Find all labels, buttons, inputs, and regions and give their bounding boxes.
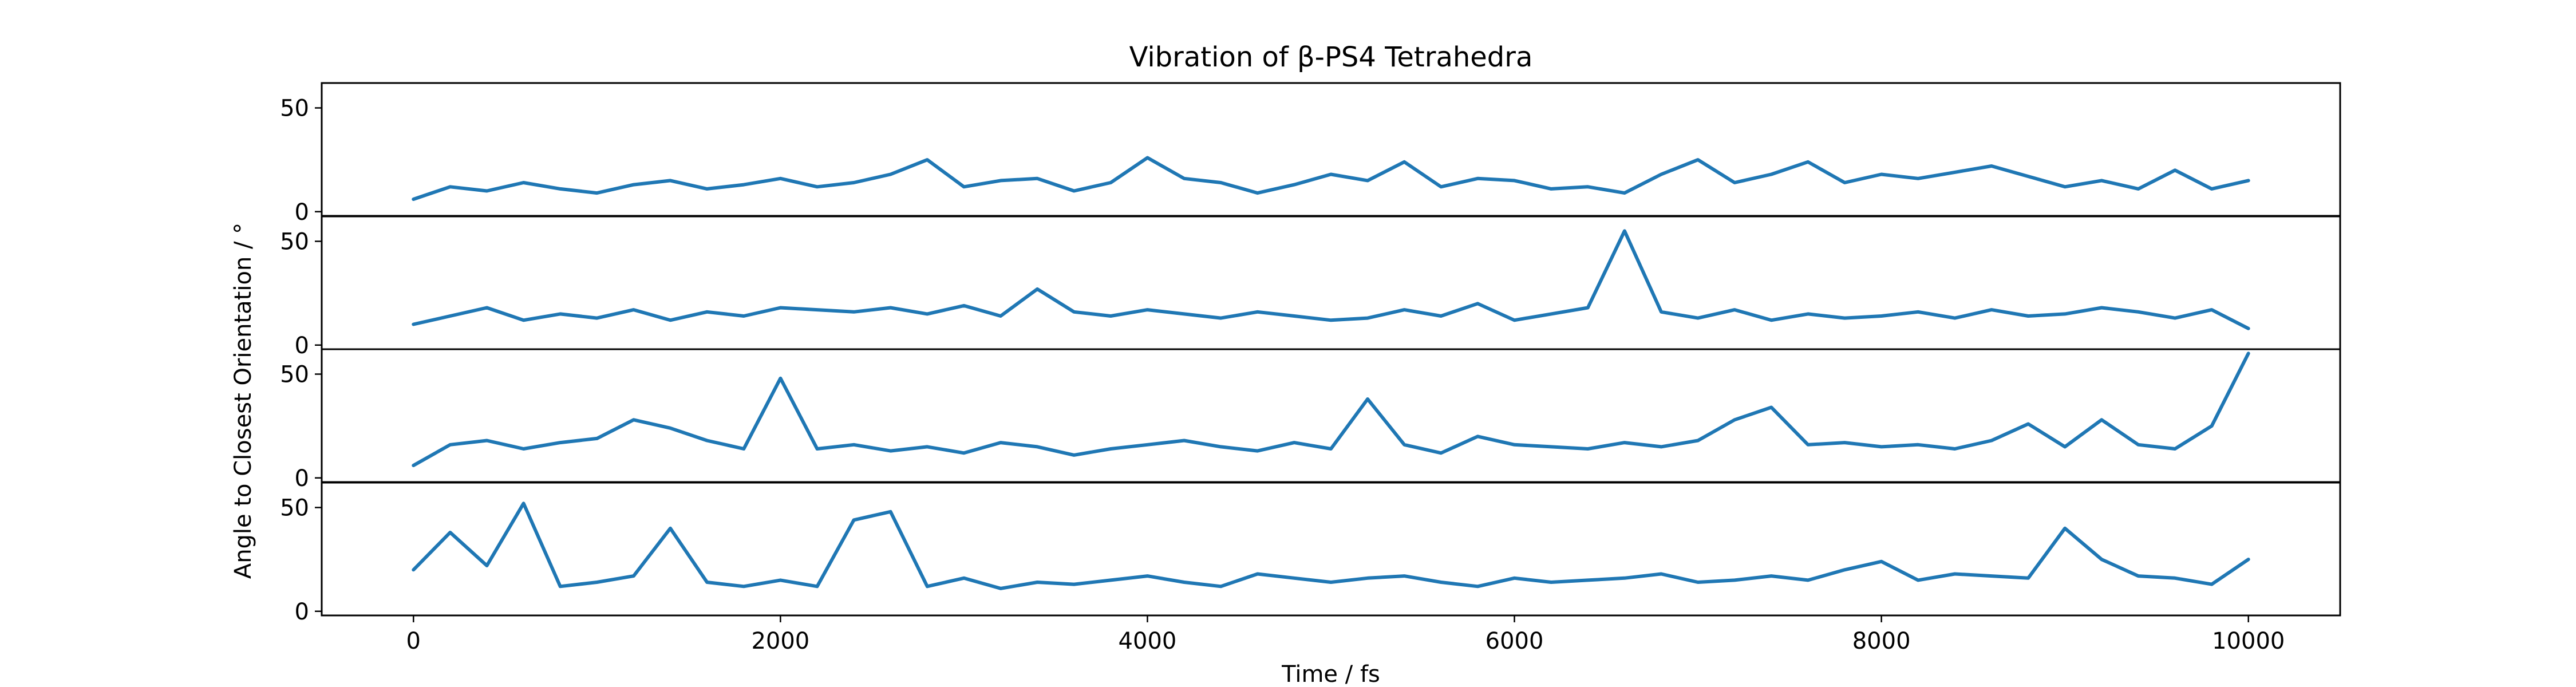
y-tick-label: 50 — [280, 229, 309, 255]
x-tick-label: 2000 — [751, 628, 809, 654]
subplot-2: 0 50 — [280, 215, 2341, 359]
chart-title: Vibration of β-PS4 Tetrahedra — [1129, 41, 1533, 73]
y-tick-label: 0 — [295, 465, 309, 492]
y-tick-label: 50 — [280, 495, 309, 522]
x-tick-label: 10000 — [2212, 628, 2285, 654]
y-tick-label: 0 — [295, 199, 309, 226]
y-tick-label: 50 — [280, 362, 309, 388]
subplots: 0 50 0 50 0 50 0 50 — [280, 82, 2341, 625]
series-line-4 — [412, 502, 2250, 590]
subplot-frame — [321, 82, 2341, 217]
x-tick-label: 8000 — [1852, 628, 1911, 654]
x-tick-label: 0 — [406, 628, 421, 654]
subplot-1: 0 50 — [280, 82, 2341, 226]
subplot-4: 0 50 — [280, 481, 2341, 625]
y-tick-label: 50 — [280, 96, 309, 122]
series-line-3 — [412, 352, 2250, 467]
subplot-3: 0 50 — [280, 348, 2341, 492]
x-tick-label: 4000 — [1119, 628, 1177, 654]
subplot-frame — [321, 215, 2341, 350]
subplot-frame — [321, 481, 2341, 617]
series-line-2 — [412, 229, 2250, 330]
subplot-frame — [321, 348, 2341, 483]
x-axis: 0 2000 4000 6000 8000 10000 — [406, 615, 2285, 654]
y-axis-label: Angle to Closest Orientation / ° — [230, 223, 256, 579]
y-tick-label: 0 — [295, 599, 309, 625]
series-line-1 — [412, 156, 2250, 201]
y-tick-label: 0 — [295, 333, 309, 359]
x-tick-label: 6000 — [1485, 628, 1544, 654]
x-axis-label: Time / fs — [1281, 661, 1380, 687]
